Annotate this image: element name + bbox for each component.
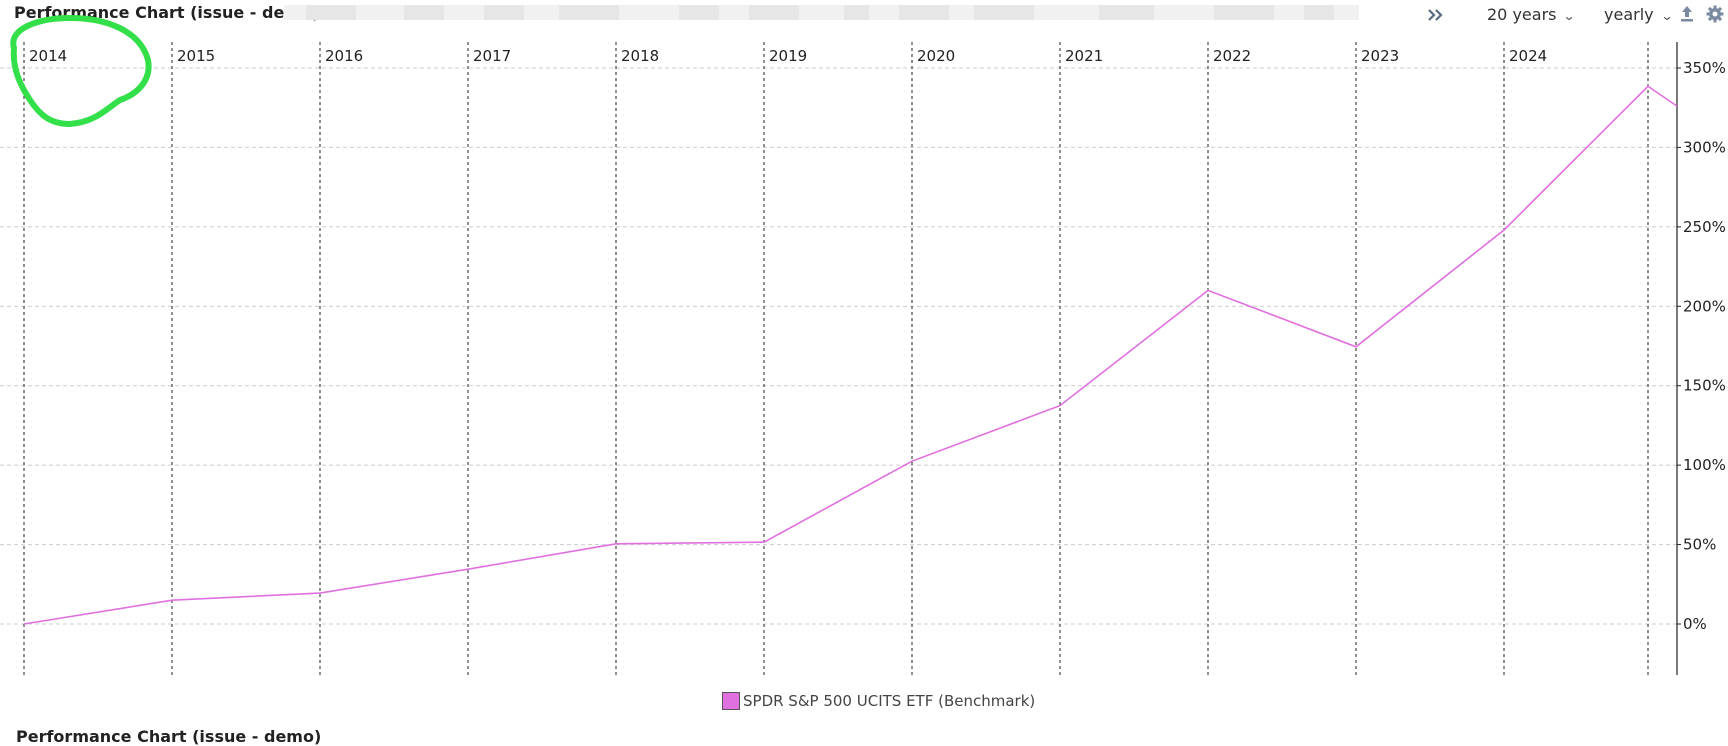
x-tick-label: 2024	[1509, 47, 1547, 65]
series-lines	[23, 85, 1678, 625]
chart-legend[interactable]: SPDR S&P 500 UCITS ETF (Benchmark)	[722, 691, 1035, 711]
interval-select[interactable]: yearly ⌄	[1604, 5, 1674, 24]
x-tick-label: 2018	[621, 47, 659, 65]
y-tick-label: 200%	[1683, 297, 1726, 315]
settings-button[interactable]	[1705, 4, 1725, 24]
y-tick-label: 0%	[1683, 615, 1707, 633]
upload-icon	[1681, 6, 1693, 22]
legend-swatch	[722, 692, 740, 710]
x-tick-label: 2017	[473, 47, 511, 65]
x-tick-label: 2016	[325, 47, 363, 65]
y-tick-label: 100%	[1683, 456, 1726, 474]
x-tick-label: 2022	[1213, 47, 1251, 65]
double-chevron-right-icon	[1428, 9, 1443, 21]
x-tick-label: 2014	[29, 47, 67, 65]
expand-button[interactable]	[1426, 5, 1446, 25]
interval-select-value: yearly	[1604, 5, 1654, 24]
gear-icon	[1706, 5, 1724, 23]
y-tick-label: 300%	[1683, 138, 1726, 156]
y-tick-label: 350%	[1683, 59, 1726, 77]
redacted-info-bar	[284, 5, 1359, 20]
chevron-down-icon: ⌄	[1562, 9, 1577, 23]
x-tick-label: 2020	[917, 47, 955, 65]
chart-title: Performance Chart (issue - demo)	[14, 3, 320, 22]
period-select[interactable]: 20 years ⌄	[1487, 5, 1577, 24]
x-tick-label: 2019	[769, 47, 807, 65]
chevron-down-icon: ⌄	[1660, 9, 1674, 23]
y-tick-label: 50%	[1683, 536, 1716, 554]
year-dividers	[23, 42, 1649, 675]
x-tick-label: 2021	[1065, 47, 1103, 65]
x-tick-label: 2023	[1361, 47, 1399, 65]
export-button[interactable]	[1677, 4, 1697, 24]
chart-header: Performance Chart (issue - demo) 20 year…	[0, 0, 1728, 30]
period-select-value: 20 years	[1487, 5, 1557, 24]
series-line[interactable]	[23, 85, 1678, 625]
performance-line-chart: 2014 2015 2016 2017 2018 2019 2020 2021 2022 2023…	[0, 42, 1726, 675]
y-tick-label: 250%	[1683, 218, 1726, 236]
x-tick-label: 2015	[177, 47, 215, 65]
horizontal-grid	[0, 67, 1677, 625]
x-tick-labels: 2014 2015 2016 2017 2018 2019 2020 2021 2022 2023…	[29, 47, 1547, 65]
y-tick-labels: 0% 50% 100% 150% 200% 250% 300% 350%	[1677, 59, 1726, 633]
y-tick-label: 150%	[1683, 377, 1726, 395]
legend-label: SPDR S&P 500 UCITS ETF (Benchmark)	[743, 692, 1036, 710]
